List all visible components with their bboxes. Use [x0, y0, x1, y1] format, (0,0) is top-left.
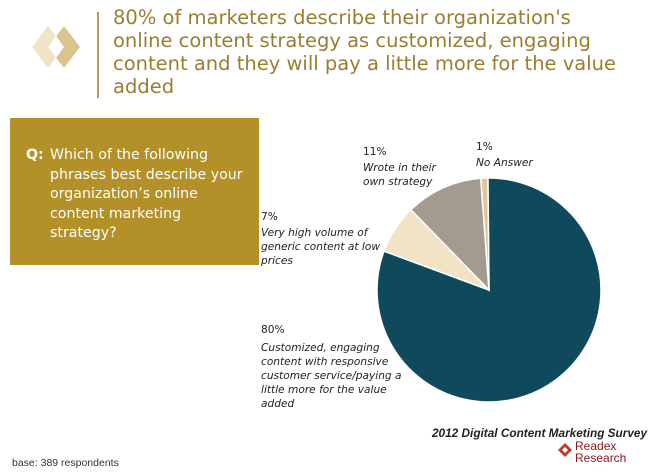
pie-label-generic-2: generic content at low [261, 241, 380, 253]
base-note: base: 389 respondents [12, 457, 119, 469]
question-text: Which of the following phrases best desc… [50, 147, 243, 241]
pie-label-generic-1: Very high volume of [261, 227, 370, 239]
pie-label-customized-4: little more for the value [261, 384, 387, 396]
readex-brand-line1: Readex [575, 439, 617, 453]
question-box: Q: Which of the following phrases best d… [10, 118, 259, 265]
question-label: Q: [26, 147, 44, 163]
pie-label-customized-5: added [261, 398, 294, 410]
readex-brand-line2: Research [575, 451, 627, 465]
pie-slice-no-answer [479, 177, 490, 291]
readex-brand: Readex Research [575, 440, 626, 464]
pie-label-own-2: own strategy [363, 176, 433, 188]
pie-label-customized-1: Customized, engaging [261, 342, 380, 354]
pie-label-customized-3: customer service/paying a [261, 370, 402, 382]
pie-slice-own-strategy [409, 177, 490, 292]
readex-logo-icon [558, 443, 572, 457]
page-title: 80% of marketers describe their organiza… [113, 6, 617, 98]
pie-label-no-answer-1: No Answer [476, 157, 533, 169]
pie-value-label-generic: 7% [261, 211, 278, 223]
pie-value-label-no-answer: 1% [476, 141, 493, 153]
pie-value-label-customized: 80% [261, 324, 285, 336]
header-divider [97, 12, 99, 98]
pie-label-generic-3: prices [260, 255, 293, 267]
survey-title: 2012 Digital Content Marketing Survey [432, 426, 648, 440]
pie-label-customized-2: content with responsive [261, 356, 389, 368]
logo-icon [32, 26, 80, 68]
pie-label-own-1: Wrote in their [363, 162, 437, 174]
pie-value-label-own: 11% [363, 146, 387, 158]
